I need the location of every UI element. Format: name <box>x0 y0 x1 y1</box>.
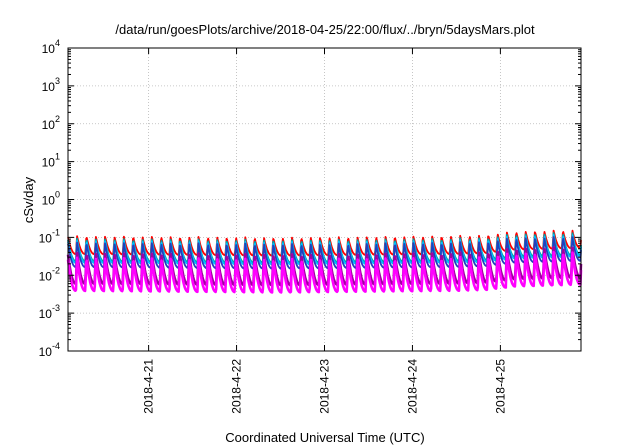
x-tick-label: 2018-4-25 <box>493 359 507 414</box>
series-line <box>67 236 582 270</box>
plot-area <box>66 229 583 294</box>
grid <box>68 48 581 351</box>
y-tick-label: 101 <box>42 152 60 170</box>
x-tick-label: 2018-4-22 <box>230 359 244 414</box>
y-axis: 10-4 10-3 10-2 10-1 100 101 102 103 104 <box>39 38 581 359</box>
y-tick-label: 102 <box>42 114 60 132</box>
series-line <box>66 250 583 294</box>
chart-title: /data/run/goesPlots/archive/2018-04-25/2… <box>115 22 535 37</box>
x-tick-label: 2018-4-24 <box>405 359 419 414</box>
y-tick-label: 103 <box>42 76 60 94</box>
y-tick-label: 10-4 <box>39 341 60 359</box>
x-axis-label: Coordinated Universal Time (UTC) <box>225 430 424 445</box>
x-axis: 2018-4-21 2018-4-22 2018-4-23 2018-4-24 2018… <box>142 48 507 414</box>
y-tick-label: 10-1 <box>39 227 60 245</box>
y-axis-label: cSv/day <box>21 176 36 223</box>
y-tick-label: 10-2 <box>39 265 60 283</box>
y-tick-label: 100 <box>42 190 60 208</box>
y-tick-label: 104 <box>42 38 60 56</box>
x-tick-label: 2018-4-23 <box>318 359 332 414</box>
x-tick-label: 2018-4-21 <box>142 359 156 414</box>
y-tick-label: 10-3 <box>39 303 60 321</box>
